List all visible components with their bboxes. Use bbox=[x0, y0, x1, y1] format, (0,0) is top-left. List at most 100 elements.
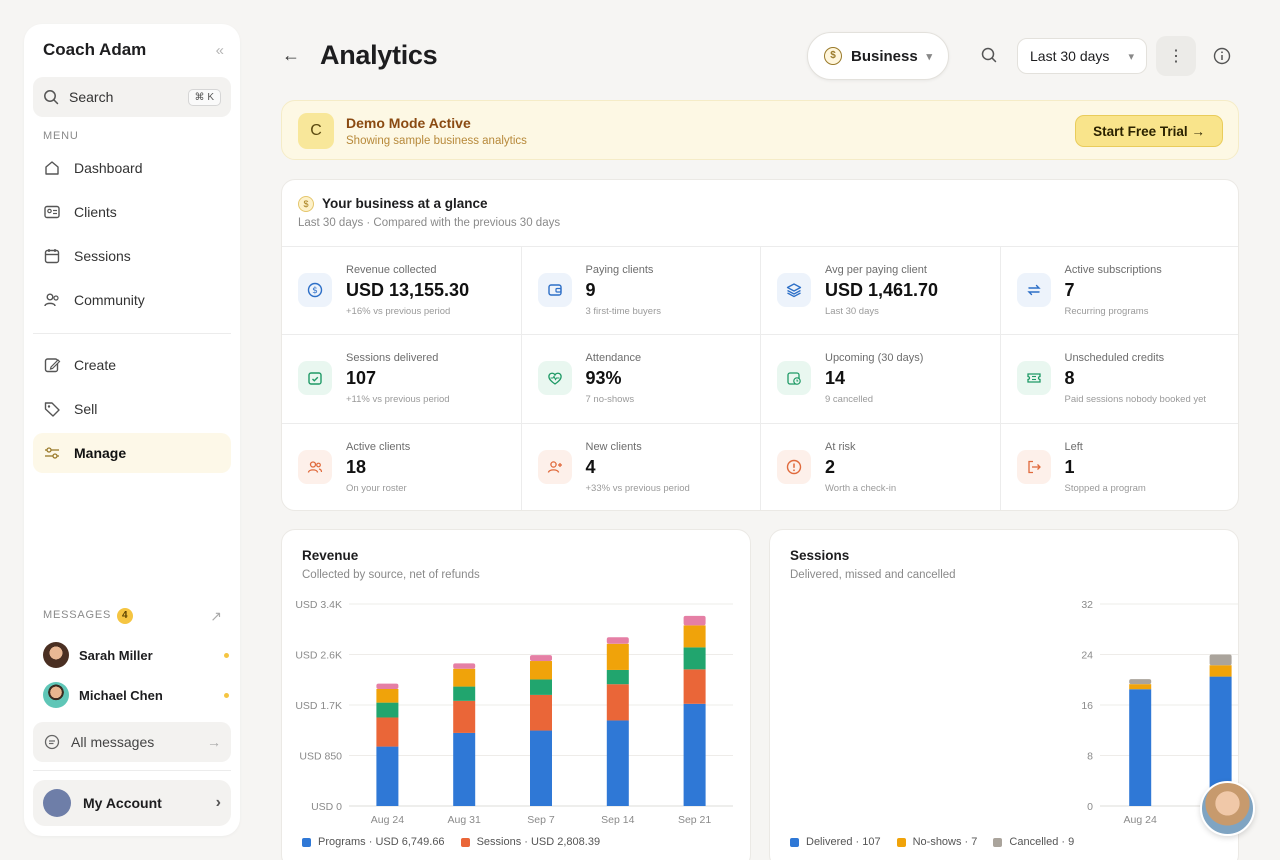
back-arrow-icon[interactable]: ← bbox=[282, 45, 300, 65]
y-tick-label: 24 bbox=[1081, 650, 1093, 662]
open-messages-icon[interactable]: ↗ bbox=[210, 608, 222, 624]
dollar-coin-icon: $ bbox=[824, 47, 842, 65]
layers-icon bbox=[777, 273, 811, 307]
metric-value: 9 bbox=[585, 280, 596, 300]
messages-label: MESSAGES bbox=[43, 609, 112, 621]
nav-manage[interactable]: Manage bbox=[33, 433, 231, 473]
bar-segment bbox=[683, 647, 706, 670]
search-box[interactable]: Search ⌘ K bbox=[33, 77, 231, 117]
my-account-button[interactable]: My Account › bbox=[33, 780, 231, 826]
metric-label: Sessions delivered bbox=[346, 352, 439, 365]
account-label: My Account bbox=[83, 795, 162, 811]
x-tick-label: Sep 21 bbox=[678, 814, 711, 826]
revenue-chart: USD 0 USD 850 USD 1.7K USD 2.6K USD 3.4K Aug … bbox=[295, 599, 733, 826]
nav-dashboard[interactable]: Dashboard bbox=[33, 148, 231, 188]
metric-note: +11% vs previous period bbox=[346, 394, 450, 406]
chart-title: Sessions bbox=[790, 548, 850, 563]
nav-create[interactable]: Create bbox=[33, 345, 231, 385]
date-range-label: Last 30 days bbox=[1030, 48, 1110, 64]
legend-item: Cancelled · 9 bbox=[993, 836, 1074, 848]
edit-icon bbox=[44, 358, 61, 373]
workspace-selector[interactable]: $ Business ▾ bbox=[807, 32, 949, 80]
bar-segment bbox=[606, 643, 629, 670]
y-tick-label: 0 bbox=[1087, 801, 1093, 813]
nav-label: Sell bbox=[74, 401, 98, 417]
y-tick-label: 8 bbox=[1087, 751, 1093, 763]
metric-label: Revenue collected bbox=[346, 264, 437, 276]
y-tick-label: USD 3.4K bbox=[295, 599, 342, 611]
bar-segment bbox=[683, 669, 706, 704]
more-vertical-icon: ⋮ bbox=[1168, 48, 1184, 65]
bar-segment bbox=[453, 732, 476, 806]
metric-note: +16% vs previous period bbox=[346, 306, 451, 317]
contact-card-icon bbox=[44, 205, 60, 219]
x-tick-label: Aug 24 bbox=[1124, 814, 1157, 826]
metric-new-clients: New clients 4 +33% vs previous period bbox=[522, 423, 761, 510]
brand-name: Coach Adam bbox=[43, 40, 147, 59]
heart-pulse-icon bbox=[537, 361, 572, 396]
nav-sell[interactable]: Sell bbox=[33, 389, 231, 429]
support-chat-avatar[interactable] bbox=[1200, 781, 1255, 836]
glance-title: Your business at a glance bbox=[322, 196, 488, 211]
metric-note: Recurring programs bbox=[1064, 306, 1149, 317]
nav-community[interactable]: Community bbox=[33, 280, 231, 320]
business-glance-card: $ Your business at a glance Last 30 days… bbox=[281, 179, 1239, 511]
legend-swatch bbox=[302, 837, 311, 847]
wallet-icon bbox=[537, 273, 572, 307]
bar-segment bbox=[530, 730, 552, 806]
metric-sessions-delivered: Sessions delivered 107 +11% vs previous pe… bbox=[282, 335, 522, 424]
svg-text:$: $ bbox=[312, 286, 318, 296]
calendar-check-icon bbox=[298, 361, 332, 396]
nav-divider bbox=[33, 333, 231, 334]
bar-segment bbox=[683, 625, 706, 648]
start-free-trial-button[interactable]: Start Free Trial → bbox=[1075, 115, 1223, 147]
metric-avg-per-paying-client: Avg per paying client USD 1,461.70 Last 30… bbox=[761, 247, 1001, 336]
messages-section-label: MESSAGES 4 bbox=[43, 608, 134, 624]
bar-segment bbox=[606, 637, 629, 644]
metric-active-subscriptions: Active subscriptions 7 Recurring programs bbox=[1000, 247, 1238, 336]
nav-label: Dashboard bbox=[74, 160, 143, 176]
info-button[interactable] bbox=[1212, 46, 1232, 66]
metric-value: USD 13,155.30 bbox=[346, 280, 470, 300]
nav-label: Manage bbox=[74, 445, 127, 461]
metric-upcoming-30-days: Upcoming (30 days) 14 9 cancelled bbox=[761, 335, 1001, 424]
nav-clients[interactable]: Clients bbox=[33, 192, 231, 232]
bar-segment bbox=[1129, 689, 1152, 806]
calendar-clock-icon bbox=[777, 361, 811, 396]
metric-value: 18 bbox=[346, 456, 367, 477]
bar-segment bbox=[606, 720, 629, 806]
more-options-button[interactable]: ⋮ bbox=[1156, 36, 1196, 76]
legend-item: Programs · USD 6,749.66 bbox=[302, 836, 445, 848]
y-tick-label: USD 2.6K bbox=[295, 650, 342, 662]
metric-value: 8 bbox=[1064, 368, 1075, 389]
metric-label: Unscheduled credits bbox=[1064, 352, 1165, 365]
date-range-selector[interactable]: Last 30 days ▾ bbox=[1017, 38, 1147, 74]
banner-subtitle: Showing sample business analytics bbox=[346, 135, 527, 147]
metric-label: Upcoming (30 days) bbox=[825, 352, 924, 365]
y-tick-label: USD 1.7K bbox=[295, 700, 342, 712]
nav-label: Sessions bbox=[74, 248, 131, 264]
contact-michael-chen[interactable]: Michael Chen bbox=[43, 680, 231, 710]
metric-attendance: Attendance 93% 7 no-shows bbox=[521, 335, 761, 424]
page-title: Analytics bbox=[320, 40, 438, 70]
chevron-down-icon: ▾ bbox=[926, 50, 932, 63]
bar-segment bbox=[1129, 684, 1152, 690]
chart-subtitle: Delivered, missed and cancelled bbox=[790, 569, 956, 581]
bar-segment bbox=[376, 688, 399, 703]
legend-item: No-shows · 7 bbox=[896, 836, 977, 848]
metric-note: Stopped a program bbox=[1064, 482, 1146, 494]
bar-segment bbox=[1209, 654, 1232, 666]
y-tick-label: 16 bbox=[1081, 700, 1093, 712]
bar-segment bbox=[606, 669, 629, 685]
metric-note: 3 first-time buyers bbox=[585, 306, 662, 317]
all-messages-button[interactable]: All messages → bbox=[33, 722, 231, 762]
collapse-sidebar-icon[interactable]: « bbox=[215, 42, 224, 59]
metric-label: At risk bbox=[825, 440, 856, 453]
users-icon bbox=[44, 293, 59, 307]
user-plus-icon bbox=[537, 449, 572, 484]
bar-segment bbox=[376, 702, 399, 718]
nav-sessions[interactable]: Sessions bbox=[33, 236, 231, 276]
contact-sarah-miller[interactable]: Sarah Miller bbox=[43, 640, 231, 670]
metric-paying-clients: Paying clients 9 3 first-time buyers bbox=[521, 247, 761, 336]
header-search-button[interactable] bbox=[980, 46, 998, 64]
